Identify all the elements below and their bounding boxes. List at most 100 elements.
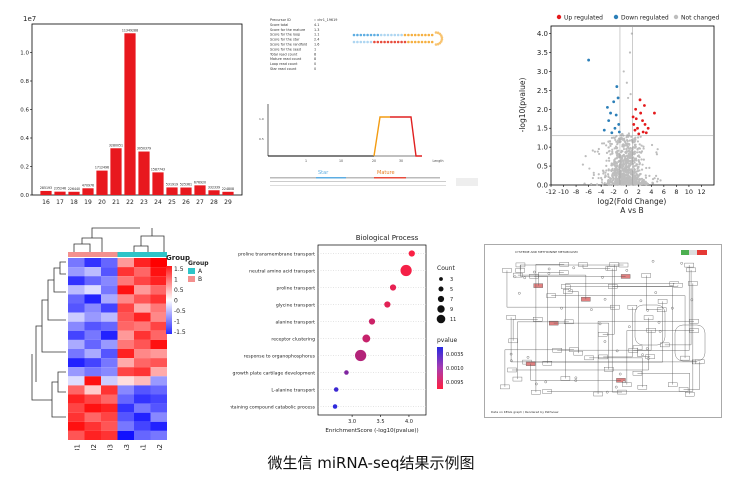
volcano-point-unchanged <box>625 139 629 142</box>
volcano-point-unchanged <box>609 144 612 147</box>
group-bar-A <box>134 252 151 257</box>
bar-xtick-label: 21 <box>112 199 120 206</box>
volcano-point-unchanged <box>616 156 619 159</box>
pvalue-legend-title: pvalue <box>437 337 458 344</box>
hairpin-nt <box>383 33 386 37</box>
volcano-point-down <box>606 105 609 109</box>
volcano-point-unchanged <box>629 93 632 96</box>
heat-cell <box>134 285 151 295</box>
heat-cell <box>150 330 167 340</box>
hairpin-nt <box>400 40 403 44</box>
volcano-point-down <box>610 131 614 135</box>
heat-cell <box>117 421 134 431</box>
hairpin-nt <box>366 40 369 44</box>
volcano-point-unchanged <box>613 170 616 173</box>
hairpin-nt <box>393 40 397 44</box>
kegg-compound <box>647 357 650 360</box>
volcano-point-unchanged <box>636 148 639 151</box>
volcano-point-unchanged <box>605 159 608 162</box>
volcano-point-unchanged <box>639 172 642 176</box>
volcano-point-unchanged <box>602 172 605 175</box>
hairpin-nt <box>403 40 407 44</box>
count-legend-dot <box>437 295 445 303</box>
volcano-point-unchanged <box>659 179 662 182</box>
volcano-point-unchanged <box>614 183 618 186</box>
volcano-point-unchanged <box>615 154 619 157</box>
volcano-ytick-label: 2.0 <box>537 106 548 114</box>
volcano-ytick-label: 3.5 <box>537 49 548 57</box>
info-label: Mature read count <box>270 57 302 61</box>
volcano-point-unchanged <box>625 162 628 165</box>
heat-scale-tick: 1 <box>174 277 178 284</box>
volcano-xlabel: log2(Fold Change) <box>598 197 667 206</box>
volcano-xtick-label: -8 <box>573 188 579 196</box>
heat-cell <box>134 394 151 404</box>
heat-cell <box>117 358 134 368</box>
volcano-point-unchanged <box>622 169 625 172</box>
volcano-point-unchanged <box>634 174 637 177</box>
info-value: 1.6 <box>314 43 319 47</box>
bar-value-label: 531919 <box>166 182 178 186</box>
heat-cell <box>84 285 101 295</box>
kegg-compound <box>622 380 626 384</box>
go-term-label: neutral amino acid transport <box>249 268 315 274</box>
bar-21 <box>110 148 122 195</box>
go-term-label: glycine transport <box>276 302 315 308</box>
profile-xtick: Length <box>433 159 444 163</box>
heat-cell <box>101 412 118 422</box>
volcano-point-unchanged <box>627 159 630 162</box>
bar-18 <box>68 191 80 195</box>
volcano-point-unchanged <box>626 176 629 179</box>
hairpin-nt <box>369 33 373 37</box>
volcano-point-unchanged <box>630 182 633 186</box>
heat-cell <box>84 349 101 359</box>
volcano-point-unchanged <box>620 158 623 161</box>
heat-legend-a: A <box>198 268 203 275</box>
count-legend-dot <box>436 314 446 324</box>
kegg-compound <box>601 276 604 279</box>
heat-cell <box>84 430 101 440</box>
volcano-point-up <box>641 130 645 134</box>
volcano-point-unchanged <box>638 163 641 166</box>
hairpin-nt <box>393 33 397 37</box>
volcano-point-unchanged <box>630 161 633 164</box>
heat-cell <box>68 285 85 295</box>
heat-cell <box>150 303 167 313</box>
heat-cell <box>134 267 151 277</box>
heat-cell <box>68 385 85 395</box>
hairpin-nt <box>400 33 403 37</box>
kegg-compound <box>544 380 548 384</box>
row-dendrogram <box>31 261 66 418</box>
volcano-point-unchanged <box>613 167 616 171</box>
volcano-point-unchanged <box>632 165 635 169</box>
svg-text:1.0: 1.0 <box>259 117 264 121</box>
volcano-point-unchanged <box>603 182 606 185</box>
volcano-point-unchanged <box>613 136 616 140</box>
volcano-xtick-label: -2 <box>610 188 616 196</box>
kegg-link <box>553 322 609 370</box>
kegg-compound <box>625 269 629 272</box>
info-value: 2.4 <box>314 38 319 42</box>
heat-cell <box>84 385 101 395</box>
volcano-point-unchanged <box>625 81 628 84</box>
kegg-cycle <box>634 304 666 346</box>
heat-cell <box>150 367 167 377</box>
volcano-point-unchanged <box>597 147 600 151</box>
heat-cell <box>134 421 151 431</box>
volcano-point-unchanged <box>601 169 605 172</box>
count-legend-dot <box>438 286 444 292</box>
info-value: :: chr1_19619 <box>314 18 337 22</box>
volcano-point-up <box>633 128 637 132</box>
volcano-point-up <box>643 104 646 107</box>
volcano-point-unchanged <box>627 174 630 177</box>
bar-value-label: 676920 <box>194 180 206 184</box>
sequence-track: Star Mature <box>270 170 478 186</box>
kegg-link <box>567 291 579 354</box>
hairpin-nt <box>430 33 434 37</box>
volcano-point-up <box>632 123 636 126</box>
volcano-point-unchanged <box>604 171 607 174</box>
volcano-point-unchanged <box>656 148 659 151</box>
heat-cell <box>150 421 167 431</box>
heat-cell <box>117 376 134 386</box>
heat-cell <box>68 267 85 277</box>
